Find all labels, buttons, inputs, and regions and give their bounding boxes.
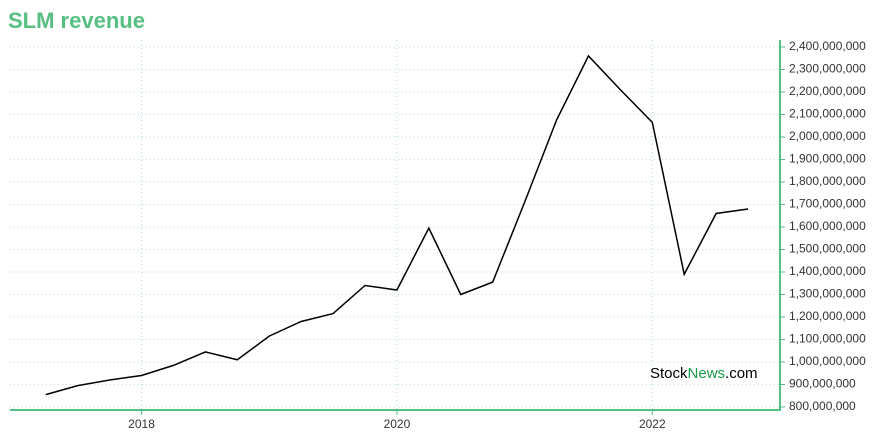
chart-title: SLM revenue	[8, 8, 145, 33]
y-tick-label: 1,700,000,000	[789, 197, 866, 211]
x-tick-label: 2022	[639, 417, 666, 431]
watermark-part: Stock	[650, 365, 688, 382]
y-tick-label: 900,000,000	[789, 377, 856, 391]
y-tick-label: 1,200,000,000	[789, 309, 866, 323]
watermark-part: News	[688, 365, 726, 382]
y-tick-label: 1,800,000,000	[789, 174, 866, 188]
y-tick-label: 1,600,000,000	[789, 219, 866, 233]
y-tick-label: 2,100,000,000	[789, 107, 866, 121]
y-tick-label: 1,400,000,000	[789, 264, 866, 278]
y-tick-label: 2,400,000,000	[789, 39, 866, 53]
x-tick-label: 2018	[128, 417, 155, 431]
y-tick-label: 1,100,000,000	[789, 332, 866, 346]
y-tick-label: 1,000,000,000	[789, 354, 866, 368]
y-tick-label: 1,300,000,000	[789, 287, 866, 301]
y-tick-label: 1,900,000,000	[789, 152, 866, 166]
line-series	[45, 54, 749, 396]
y-tick-label: 2,000,000,000	[789, 129, 866, 143]
watermark: StockNews.com	[650, 365, 758, 382]
y-tick-label: 800,000,000	[789, 399, 856, 413]
y-tick-label: 2,300,000,000	[789, 62, 866, 76]
y-tick-label: 2,200,000,000	[789, 84, 866, 98]
watermark-part: .com	[725, 365, 758, 382]
y-tick-label: 1,500,000,000	[789, 242, 866, 256]
x-tick-label: 2020	[384, 417, 411, 431]
